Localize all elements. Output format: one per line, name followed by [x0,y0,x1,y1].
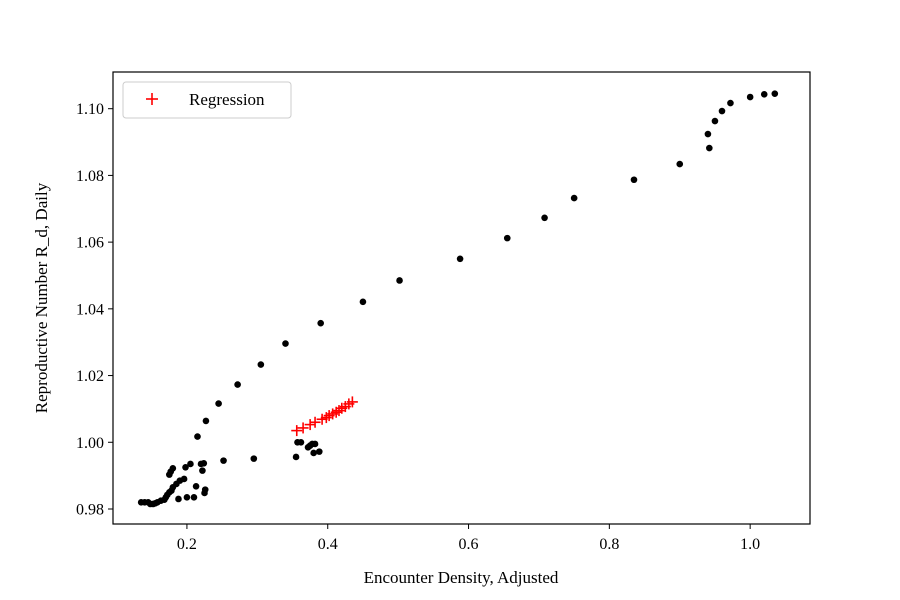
data-point [746,93,754,101]
data-point [194,433,201,440]
y-tick: 0.98 [76,501,113,518]
regression-points [291,396,358,437]
x-tick-label: 1.0 [740,536,760,553]
data-point [169,464,177,472]
y-tick-label: 1.08 [76,168,104,185]
data-point [234,381,241,388]
data-point [187,460,194,468]
legend-box [122,81,292,119]
x-tick: 0.2 [177,524,197,553]
regression-point [330,406,342,418]
y-tick: 1.00 [76,435,113,452]
data-point [183,494,191,501]
data-point [359,298,367,306]
y-tick-label: 1.02 [76,368,104,385]
data-point [760,91,768,98]
data-point [220,457,227,464]
y-axis-ticks: 0.98 1.00 1.02 1.04 1.06 1.08 1.10 [76,101,113,518]
y-tick-label: 0.98 [76,501,104,518]
y-tick-label: 1.04 [76,301,104,318]
regression-point [304,419,316,431]
regression-point [291,425,303,437]
data-point [182,463,189,471]
regression-point [346,396,358,408]
plot-background [113,72,810,524]
data-point [200,459,208,467]
x-tick-label: 0.4 [318,536,338,553]
data-point [718,107,726,115]
data-point [541,214,548,222]
data-point [727,99,734,107]
x-tick-label: 0.6 [459,536,479,553]
data-point [202,417,210,425]
data-point [630,176,638,184]
x-axis-ticks: 0.2 0.4 0.6 0.8 1.0 [177,524,760,553]
y-axis-label: Reproductive Number R_d, Daily [32,182,51,413]
plot-frame [112,71,811,525]
x-tick: 0.4 [318,524,338,553]
data-point [315,448,323,455]
y-tick: 1.08 [76,168,113,185]
x-tick-label: 0.8 [599,536,619,553]
data-point [456,255,464,263]
y-tick-label: 1.10 [76,101,104,118]
data-point [250,455,258,462]
data-point [201,486,209,493]
data-point [310,449,317,457]
data-point [257,361,265,368]
data-point [297,438,305,446]
regression-point [333,405,345,417]
data-point [503,234,511,242]
regression-point [320,412,332,424]
data-point [180,475,188,483]
y-tick-label: 1.00 [76,435,104,452]
y-tick: 1.04 [76,301,113,318]
data-point [190,494,198,501]
data-point [192,483,200,490]
data-point [282,340,289,347]
y-tick: 1.02 [76,368,113,385]
x-tick: 0.8 [599,524,619,553]
data-point [311,440,319,448]
regression-point [309,416,321,428]
data-points [137,90,779,508]
x-tick: 0.6 [459,524,479,553]
regression-point [297,422,309,434]
x-axis-label: Encounter Density, Adjusted [364,568,559,587]
data-point [292,453,300,461]
x-tick: 1.0 [740,524,760,553]
legend-regression-label: Regression [189,90,265,109]
data-point [706,144,713,152]
data-point [175,495,182,503]
data-point [317,319,324,327]
x-tick-label: 0.2 [177,536,197,553]
data-point [711,117,719,125]
data-point [396,277,403,284]
data-point [676,160,684,168]
legend-regression-marker [146,93,158,105]
y-tick: 1.06 [76,235,113,252]
data-point [771,90,779,97]
data-point [570,194,578,202]
data-point [704,130,712,138]
y-tick: 1.10 [76,101,113,118]
data-point [215,400,222,407]
data-point [199,467,206,474]
y-tick-label: 1.06 [76,235,104,252]
legend: Regression [122,81,292,119]
